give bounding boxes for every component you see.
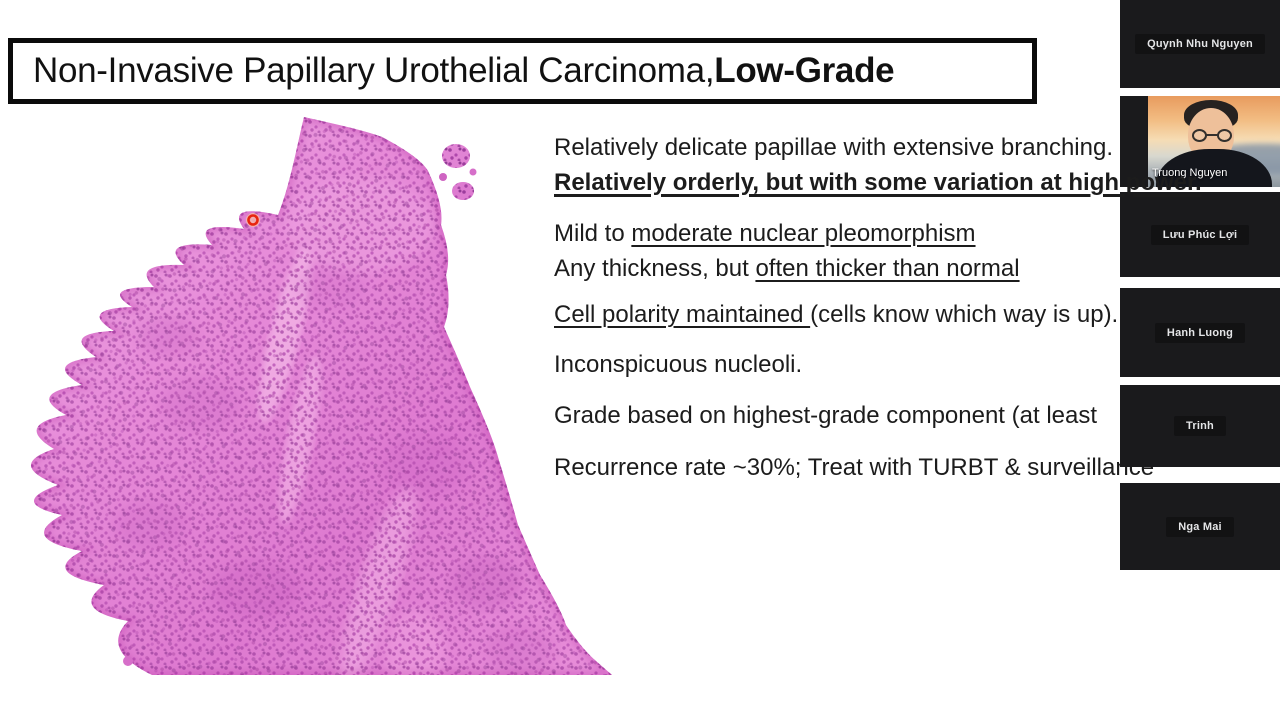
tissue-fragments [123,144,477,666]
participant-tile[interactable]: Lưu Phúc Lợi [1120,192,1280,277]
bullet-line: Inconspicuous nucleoli. [554,348,802,381]
bullet-text-underlined: moderate nuclear pleomorphism [631,220,976,247]
participant-name: Hanh Luong [1154,322,1246,343]
bullet-line: Recurrence rate ~30%; Treat with TURBT &… [554,451,1154,484]
bullet-text: Relatively delicate papillae with extens… [554,134,1113,161]
bullet-line: Cell polarity maintained (cells know whi… [554,298,1118,331]
bullet-text: Grade based on highest-grade component (… [554,402,1098,429]
bullet-text: (cells know which way is up). [810,301,1119,328]
participant-tile[interactable]: Trinh [1120,385,1280,467]
participant-tile-video[interactable]: Truong Nguyen [1120,96,1280,187]
bullet-text: Mild to [554,220,632,247]
histology-micrograph [30,117,612,675]
participant-name: Trinh [1174,416,1226,436]
bullet-text: Relatively orderly, but with some variat… [554,169,1202,196]
bullet-text-underlined: often thicker than normal [755,255,1020,282]
bullet-text: Recurrence rate ~30%; Treat with TURBT &… [554,454,1155,481]
participant-tile[interactable]: Quynh Nhu Nguyen [1120,0,1280,88]
bullet-line: Grade based on highest-grade component (… [554,399,1097,432]
participant-video-feed [1148,96,1280,187]
slide-title-emphasis: Low-Grade [714,51,895,90]
person-glasses [1192,129,1232,145]
participant-name: Truong Nguyen [1152,167,1228,179]
participant-tile[interactable]: Nga Mai [1120,483,1280,570]
bullet-line: Any thickness, but often thicker than no… [554,252,1020,285]
bullet-line: Mild to moderate nuclear pleomorphism [554,217,976,250]
participant-name: Quynh Nhu Nguyen [1135,34,1265,54]
slide-bullets: Relatively delicate papillae with extens… [554,0,1280,600]
bullet-text-underlined: Cell polarity maintained [554,301,811,328]
bullet-text: Any thickness, but [554,255,756,282]
laser-pointer-dot [246,213,260,227]
bullet-line-emphasized: Relatively orderly, but with some variat… [554,166,1202,199]
bullet-text: Inconspicuous nucleoli. [554,351,803,378]
slide-title-box: Non-Invasive Papillary Urothelial Carcin… [8,38,1037,104]
bullet-line: Relatively delicate papillae with extens… [554,131,1113,164]
participant-tile[interactable]: Hanh Luong [1120,288,1280,377]
slide-title-text: Non-Invasive Papillary Urothelial Carcin… [33,51,715,90]
participant-name: Lưu Phúc Lợi [1150,224,1250,245]
participant-name: Nga Mai [1166,516,1234,537]
